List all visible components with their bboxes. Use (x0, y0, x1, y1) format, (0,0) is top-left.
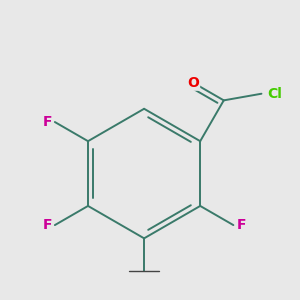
Text: F: F (42, 218, 52, 232)
Text: Cl: Cl (267, 87, 282, 101)
Text: F: F (236, 218, 246, 232)
Text: F: F (42, 115, 52, 129)
Text: O: O (187, 76, 199, 90)
